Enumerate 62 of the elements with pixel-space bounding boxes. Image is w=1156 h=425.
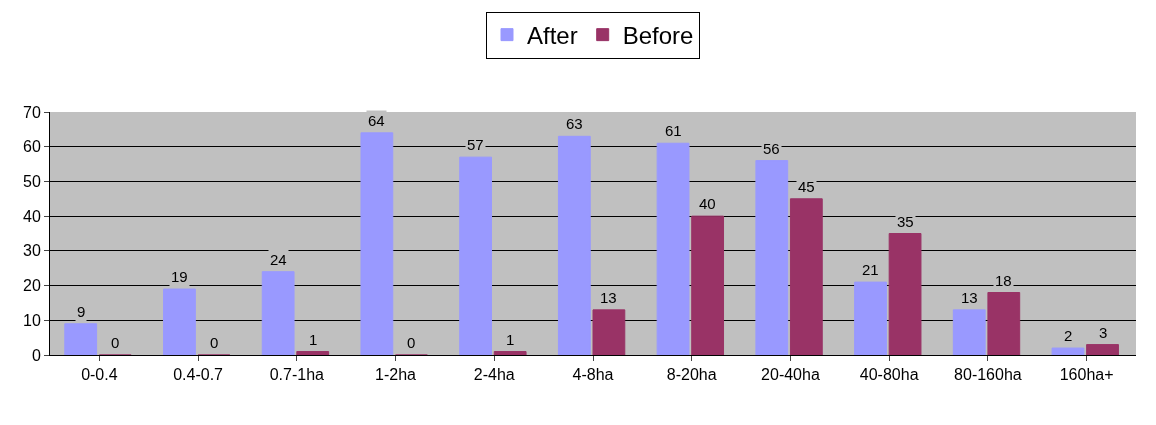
bar <box>459 156 493 355</box>
data-label: 3 <box>1099 324 1108 341</box>
bar <box>1086 344 1119 355</box>
data-label: 19 <box>171 268 188 285</box>
x-tick-label: 80-160ha <box>954 366 1022 384</box>
bar <box>987 292 1021 355</box>
x-tick-label: 1-2ha <box>375 366 417 384</box>
x-tick-label: 2-4ha <box>473 366 515 384</box>
data-label: 1 <box>506 331 515 348</box>
y-tick-label: 60 <box>23 138 41 156</box>
data-label: 0 <box>111 334 120 351</box>
data-label: 57 <box>467 136 484 153</box>
data-label: 13 <box>961 289 978 306</box>
y-tick-label: 70 <box>23 103 41 121</box>
data-label: 63 <box>566 115 583 132</box>
bar <box>656 142 690 355</box>
data-label: 45 <box>798 178 815 195</box>
data-label: 21 <box>862 261 879 278</box>
data-label: 9 <box>77 303 86 320</box>
data-label: 1 <box>309 331 318 348</box>
bar <box>789 198 823 355</box>
data-label: 13 <box>600 289 617 306</box>
bar <box>691 215 725 355</box>
bar <box>493 351 527 355</box>
y-tick-label: 30 <box>23 242 41 260</box>
x-tick-label: 8-20ha <box>666 366 717 384</box>
y-tick-label: 20 <box>23 277 41 295</box>
x-tick-label: 20-40ha <box>761 366 820 384</box>
data-label: 0 <box>210 334 219 351</box>
data-label: 24 <box>270 251 287 268</box>
data-label: 35 <box>897 213 914 230</box>
x-tick-label: 0.4-0.7 <box>173 366 224 384</box>
data-label: 40 <box>699 195 716 212</box>
x-tick-label: 0-0.4 <box>81 366 118 384</box>
bar <box>360 132 394 355</box>
bar <box>261 271 295 355</box>
x-tick-label: 0.7-1ha <box>269 366 325 384</box>
bar <box>163 288 196 355</box>
bar <box>592 309 626 355</box>
bar <box>888 233 922 355</box>
x-tick-label: 4-8ha <box>572 366 614 384</box>
bar <box>952 309 986 355</box>
data-label: 64 <box>368 112 385 129</box>
data-label: 18 <box>995 272 1012 289</box>
bar <box>296 351 330 355</box>
bar <box>854 281 887 355</box>
y-tick-label: 40 <box>23 207 41 225</box>
y-tick-label: 0 <box>31 346 41 364</box>
data-label: 56 <box>763 140 780 157</box>
x-tick-label: 40-80ha <box>859 366 919 384</box>
legend-label: After <box>527 22 578 49</box>
y-tick-label: 50 <box>23 173 41 191</box>
bar <box>557 135 591 355</box>
x-tick-label: 160ha+ <box>1059 366 1114 384</box>
legend-label: Before <box>622 22 694 49</box>
y-tick-label: 10 <box>23 311 41 329</box>
data-label: 2 <box>1064 327 1073 344</box>
bar <box>1051 347 1085 355</box>
bar <box>64 323 98 355</box>
data-label: 0 <box>407 334 416 351</box>
bar <box>755 160 789 355</box>
data-label: 61 <box>665 122 682 139</box>
